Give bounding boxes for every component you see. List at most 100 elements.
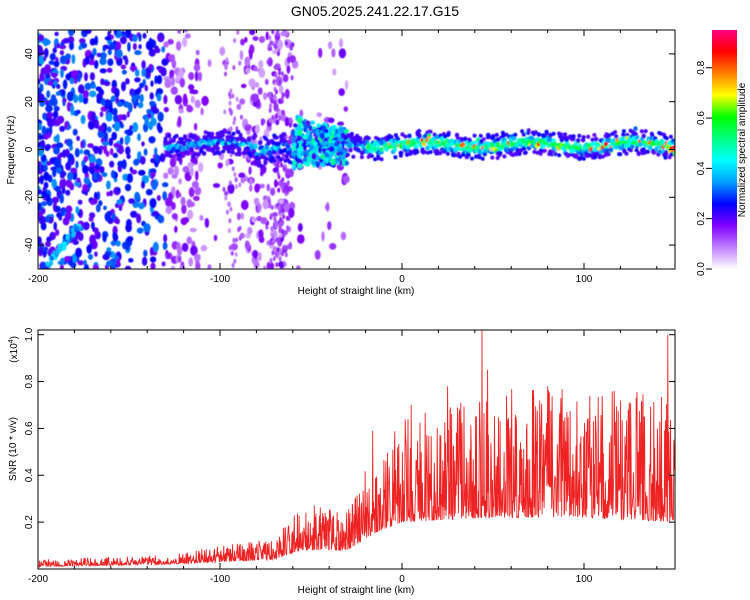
heatmap-cell [490,155,495,160]
heatmap-cell [138,202,145,210]
heatmap-cell [65,189,71,196]
heatmap-cell [630,144,635,150]
heatmap-cell [177,245,183,256]
heatmap-cell [581,156,586,161]
heatmap-cell [258,68,266,78]
heatmap-cell [193,63,201,72]
heatmap-cell [235,237,238,243]
heatmap-cell [207,264,212,269]
snr-multiplier: (x104) [8,336,20,363]
heatmap-cell [225,209,229,215]
heatmap-cell [222,186,226,192]
heatmap-cell [329,146,335,152]
heatmap-cell [192,133,197,138]
heatmap-cell [561,135,566,141]
heatmap-cell [320,154,326,160]
heatmap-cell [284,88,290,99]
heatmap-cell [62,241,67,247]
heatmap-cell [446,132,451,137]
heatmap-cell [126,236,134,242]
heatmap-cell [71,70,78,78]
heatmap-cell [134,191,141,202]
heatmap-cell [281,219,285,225]
heatmap-cell [139,156,146,165]
heatmap-cell [523,150,528,155]
heatmap-cell [590,141,596,146]
heatmap-cell [279,261,284,269]
heatmap-cell [53,158,62,169]
heatmap-cell [123,101,130,108]
heatmap-cell [422,141,427,147]
heatmap-cell [228,100,232,106]
heatmap-cell [535,150,540,155]
heatmap-cell [277,187,281,193]
heatmap-cell [44,215,51,223]
heatmap-cell [150,171,156,178]
heatmap-cell [187,161,194,168]
heatmap-cell [92,264,99,269]
heatmap-cell [413,144,419,149]
heatmap-cell [38,93,45,103]
heatmap-cell [149,246,154,256]
spectrogram-y-tick-label: 40 [24,48,35,60]
heatmap-cell [417,128,422,133]
heatmap-cell [171,186,176,195]
heatmap-cell [179,67,184,78]
heatmap-cell [142,32,147,39]
heatmap-cell [234,252,238,257]
heatmap-cell [250,144,255,150]
heatmap-cell [513,132,518,137]
heatmap-cell [227,201,231,207]
heatmap-cell [66,101,71,112]
heatmap-cell [321,124,327,132]
heatmap-cell [420,147,425,152]
heatmap-cell [198,71,202,82]
heatmap-cell [167,38,174,45]
heatmap-cell [159,153,166,163]
heatmap-cell [649,131,654,136]
heatmap-cell [171,213,178,220]
heatmap-cell [157,35,164,42]
heatmap-cell [238,172,246,179]
heatmap-cell [675,157,679,161]
heatmap-cell [349,135,355,141]
heatmap-cell [327,117,335,124]
heatmap-cell [125,78,130,85]
heatmap-cell [109,42,117,50]
heatmap-cell [517,138,522,144]
heatmap-cell [351,154,356,159]
heatmap-cell [183,30,188,33]
heatmap-cell [331,48,336,58]
heatmap-cell [206,131,211,136]
heatmap-cell [190,157,198,164]
heatmap-cell [494,132,499,137]
heatmap-cell [276,141,281,147]
heatmap-cell [452,153,457,158]
heatmap-cell [231,166,235,172]
heatmap-cell [273,117,277,123]
heatmap-cell [272,167,279,173]
heatmap-cell [45,261,50,267]
heatmap-cell [316,123,321,128]
heatmap-cell [138,44,142,50]
heatmap-cell [94,164,101,170]
heatmap-cell [238,182,242,188]
heatmap-cell [84,55,90,65]
heatmap-cell [443,134,448,139]
heatmap-cell [104,250,112,256]
heatmap-cell [126,173,133,184]
heatmap-cell [39,174,44,185]
heatmap-cell [280,185,284,190]
heatmap-cell [156,88,164,95]
heatmap-cell [267,198,271,204]
heatmap-cell [103,205,107,211]
heatmap-cell [221,149,226,154]
heatmap-cell [311,128,317,134]
heatmap-cell [345,152,350,157]
heatmap-cell [188,257,194,267]
heatmap-cell [302,157,308,163]
heatmap-cell [618,145,623,151]
heatmap-cell [265,224,269,230]
heatmap-cell [553,152,558,157]
heatmap-cell [305,160,311,167]
